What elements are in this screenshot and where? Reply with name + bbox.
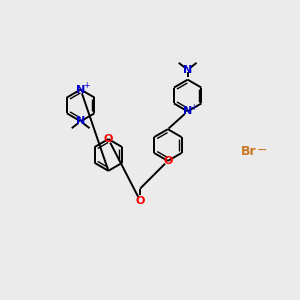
Text: O: O: [104, 134, 113, 144]
Text: N: N: [76, 116, 85, 126]
Text: N: N: [183, 65, 192, 75]
Text: −: −: [257, 143, 268, 157]
Text: N: N: [183, 106, 192, 116]
Text: N: N: [76, 85, 85, 94]
Text: Br: Br: [241, 146, 257, 158]
Text: O: O: [163, 156, 172, 166]
Text: O: O: [135, 196, 145, 206]
Text: +: +: [83, 81, 89, 90]
Text: +: +: [190, 103, 196, 112]
